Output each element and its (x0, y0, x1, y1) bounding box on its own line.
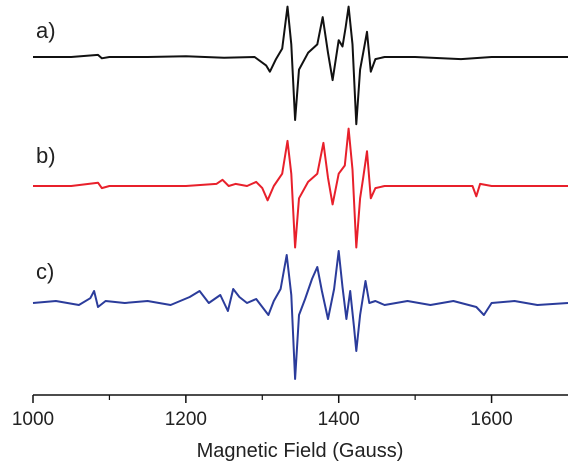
spectrum-trace-a (33, 5, 568, 126)
panel-labels: a) b) c) (36, 18, 56, 284)
panel-label-a: a) (36, 18, 56, 43)
x-tick-label-1400: 1400 (318, 409, 360, 430)
spectrum-traces (32, 5, 568, 380)
spectrum-trace-c (32, 250, 568, 380)
x-tick-label-1600: 1600 (470, 409, 512, 430)
x-axis-ticks: 1000 1200 1400 1600 (12, 395, 513, 430)
x-tick-label-1000: 1000 (12, 409, 54, 430)
x-axis-title: Magnetic Field (Gauss) (197, 440, 404, 462)
panel-label-c: c) (36, 259, 54, 284)
panel-label-b: b) (36, 143, 56, 168)
x-tick-label-1200: 1200 (165, 409, 207, 430)
spectrum-trace-b (33, 127, 568, 249)
